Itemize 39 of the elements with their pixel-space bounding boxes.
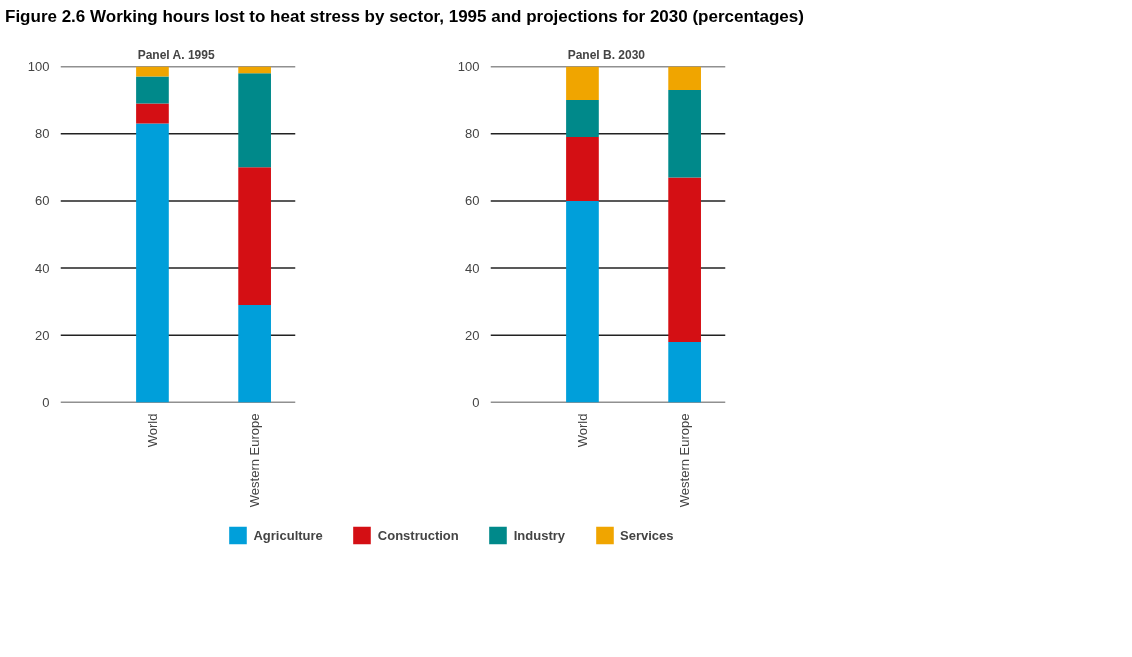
y-tick-label: 60	[35, 193, 50, 209]
x-tick-label: Western Europe	[247, 413, 263, 508]
bar	[136, 76, 169, 104]
y-tick-label: 40	[35, 260, 50, 276]
text: Figure 2.6 Working hours lost to heat stress by sector, 1995 and projections for 2030 (percentages)	[5, 6, 804, 28]
y-tick-label: 40	[465, 260, 480, 276]
bar	[668, 177, 701, 343]
bar	[668, 66, 701, 91]
y-tick-label: 100	[457, 59, 480, 74]
legend-label: Industry	[513, 527, 566, 543]
y-tick-label: 60	[465, 193, 480, 209]
y-tick-label: 100	[27, 59, 50, 74]
bar	[668, 90, 701, 178]
x-tick-label: Western Europe	[677, 413, 693, 508]
bar	[566, 66, 599, 101]
y-tick-label: 0	[42, 395, 50, 410]
chart-subtitle: Panel A. 1995	[137, 47, 215, 62]
bar	[238, 66, 271, 74]
bar	[238, 305, 271, 403]
y-tick-label: 0	[472, 395, 480, 410]
y-tick-label: 80	[35, 126, 50, 142]
bar	[238, 73, 271, 168]
y-tick-label: 80	[465, 126, 480, 142]
x-tick-label: World	[574, 413, 590, 448]
bar	[136, 103, 169, 124]
bar	[566, 200, 599, 403]
bar	[566, 100, 599, 138]
bar	[136, 66, 169, 77]
bar	[668, 342, 701, 403]
y-tick-label: 20	[465, 327, 480, 343]
legend-label: Agriculture	[253, 527, 323, 543]
chart-subtitle: Panel B. 2030	[567, 47, 646, 62]
bar	[566, 137, 599, 201]
bar	[136, 123, 169, 403]
bar	[238, 167, 271, 306]
legend-label: Services	[620, 527, 674, 543]
y-tick-label: 20	[35, 327, 50, 343]
x-tick-label: World	[144, 413, 160, 448]
legend-label: Construction	[377, 527, 459, 543]
